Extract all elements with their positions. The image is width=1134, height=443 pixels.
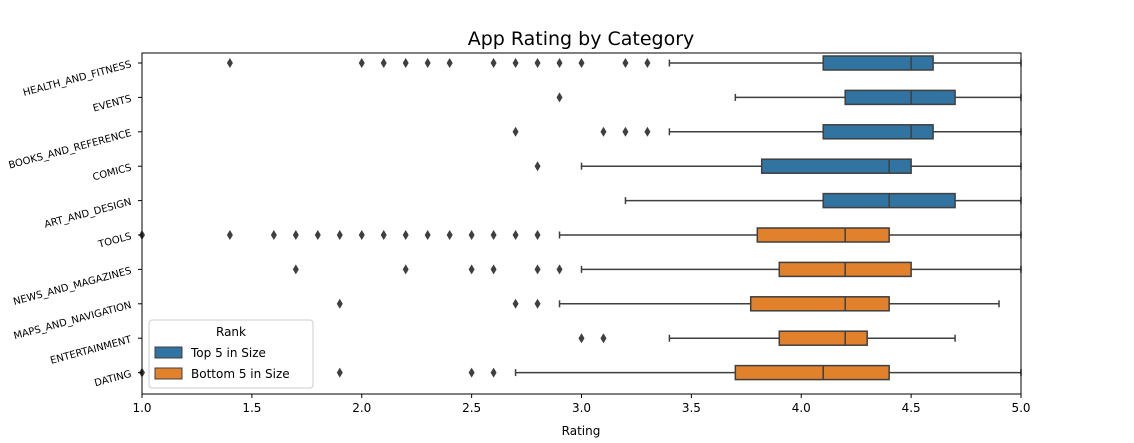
outlier-point [402, 230, 409, 240]
outlier-point [578, 58, 585, 68]
y-tick-label: TOOLS [96, 231, 132, 251]
iqr-box [734, 364, 890, 381]
box-entertainment [578, 330, 956, 346]
outlier-point [578, 333, 585, 344]
y-tick-label: ART_AND_DESIGN [43, 197, 133, 231]
legend-title: Rank [216, 325, 246, 339]
outlier-point [226, 58, 233, 68]
outlier-point [424, 58, 431, 68]
x-tick-label: 3.5 [682, 401, 701, 415]
box-events [556, 89, 1022, 106]
y-tick-label: HEALTH_AND_FITNESS [22, 59, 133, 99]
box-news-and-magazines [292, 261, 1022, 278]
outlier-point [402, 58, 409, 68]
outlier-point [534, 161, 541, 172]
outlier-point [512, 230, 519, 240]
iqr-box [778, 330, 868, 346]
outlier-point [270, 230, 277, 240]
outlier-point [556, 92, 563, 103]
outlier-point [534, 264, 541, 275]
legend-entry-label: Top 5 in Size [190, 346, 266, 360]
outlier-point [468, 230, 475, 240]
outlier-point [468, 264, 475, 275]
outlier-point [534, 298, 541, 309]
outlier-point [336, 230, 343, 240]
outlier-point [490, 230, 497, 240]
iqr-box [760, 158, 912, 174]
x-tick-label: 1.0 [132, 401, 151, 415]
legend-swatch [154, 346, 183, 359]
x-axis-label: Rating [562, 424, 601, 438]
outlier-point [556, 264, 563, 275]
y-tick-label: ENTERTAINMENT [49, 334, 133, 366]
outlier-point [358, 230, 365, 240]
legend-box [148, 319, 314, 389]
outlier-point [600, 333, 607, 344]
x-tick-label: 3.0 [572, 401, 591, 415]
y-tick-label: COMICS [92, 162, 133, 183]
box-comics [534, 158, 1022, 174]
legend-entry-label: Bottom 5 in Size [191, 367, 290, 381]
outlier-point [402, 264, 409, 275]
outlier-point [490, 58, 497, 68]
outlier-point [644, 58, 651, 68]
outlier-point [600, 126, 607, 137]
box-health-and-fitness [226, 55, 1022, 71]
legend: Rank Top 5 in Size Bottom 5 in Size [148, 319, 314, 389]
outlier-point [292, 264, 299, 275]
x-tick-label: 5.0 [1011, 401, 1030, 415]
outlier-point [424, 230, 431, 240]
outlier-point [622, 58, 629, 68]
outlier-point [512, 126, 519, 137]
outlier-point [534, 58, 541, 68]
y-tick-label: EVENTS [92, 94, 133, 115]
outlier-point [446, 230, 453, 240]
outlier-point [446, 58, 453, 68]
outlier-point [556, 58, 563, 68]
x-tick-label: 1.5 [242, 401, 261, 415]
outlier-point [512, 298, 519, 309]
iqr-box [844, 89, 956, 106]
outlier-point [336, 298, 343, 309]
iqr-box [756, 227, 890, 243]
outlier-point [292, 230, 299, 240]
outlier-point [314, 230, 321, 240]
box-dating [139, 364, 1022, 381]
y-tick-label: DATING [93, 369, 132, 389]
outlier-point [512, 58, 519, 68]
chart-title: App Rating by Category [468, 28, 695, 50]
outlier-point [380, 230, 387, 240]
box-books-and-reference [512, 124, 1022, 140]
outlier-point [336, 367, 343, 378]
outlier-point [644, 126, 651, 137]
outlier-point [490, 264, 497, 275]
y-tick-label: NEWS_AND_MAGAZINES [12, 266, 133, 308]
outlier-point [226, 230, 233, 240]
legend-swatch [154, 367, 183, 380]
y-tick-label: BOOKS_AND_REFERENCE [7, 128, 132, 171]
iqr-box [822, 124, 934, 140]
plot-area [139, 55, 1022, 381]
outlier-point [358, 58, 365, 68]
x-axis: 1.0 1.5 2.0 2.5 3.0 3.5 4.0 4.5 5.0 [132, 394, 1031, 415]
outlier-point [380, 58, 387, 68]
box-maps-and-navigation [336, 296, 1000, 312]
x-tick-label: 4.0 [792, 401, 811, 415]
outlier-point [534, 230, 541, 240]
box-art-and-design [624, 192, 1022, 209]
outlier-point [622, 126, 629, 137]
x-tick-label: 4.5 [902, 401, 921, 415]
x-tick-label: 2.5 [462, 401, 481, 415]
x-tick-label: 2.0 [352, 401, 371, 415]
iqr-box [749, 296, 890, 312]
outlier-point [468, 367, 475, 378]
box-tools [139, 227, 1022, 243]
outlier-point [490, 367, 497, 378]
y-tick-label: MAPS_AND_NAVIGATION [13, 300, 133, 342]
iqr-box [822, 55, 934, 71]
